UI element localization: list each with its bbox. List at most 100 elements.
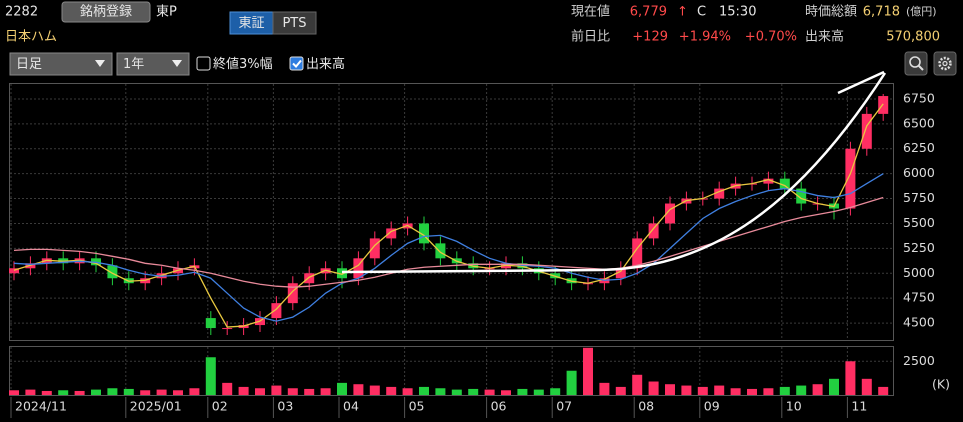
exchange-tab-label[interactable]: 東証 [238, 15, 264, 31]
volume-bar [369, 385, 380, 395]
y-tick-label: 5250 [903, 240, 935, 255]
volume-bar [156, 389, 167, 395]
volume-bar [763, 388, 774, 395]
volume-bar [730, 388, 741, 395]
volume-bar [779, 386, 790, 395]
candle-body [222, 328, 233, 330]
volume-label: 出来高 [805, 29, 844, 45]
volume-bar [304, 388, 315, 395]
price: 6,779 [630, 5, 667, 20]
volume-bar [845, 361, 856, 395]
y-tick-label: 4750 [903, 290, 935, 305]
change: +129 [632, 30, 668, 45]
x-tick-label: 2025/01 [130, 399, 182, 414]
plot: 4500 4750 5000 5250 5500 5750 6000 6250 6500 6750… [9, 84, 950, 418]
select-box[interactable] [116, 52, 190, 76]
volume-bar [255, 388, 265, 395]
select-arrow [95, 60, 105, 67]
volume-bar [665, 384, 675, 395]
volume-bar [91, 389, 101, 395]
volume-bar [714, 385, 725, 395]
price-arrow: ↑ [677, 5, 688, 20]
candle-body [779, 178, 790, 189]
x-tick-label: 2024/11 [15, 399, 67, 414]
candle-body [205, 318, 216, 329]
exchange-tab[interactable] [272, 11, 317, 35]
volume-bar [747, 388, 757, 395]
candle-body [763, 178, 774, 184]
register-button-label[interactable]: 銘柄登録 [80, 4, 132, 20]
controls: 日足 1年 終値3%幅 出来高 [9, 52, 345, 76]
volume-bar [222, 382, 233, 395]
volume-bar [386, 386, 397, 395]
volume-bar [501, 390, 511, 395]
settings-button[interactable] [933, 51, 957, 76]
volume-panel-frame [9, 346, 894, 396]
volume-bar [238, 386, 249, 395]
volume-bar [829, 378, 839, 395]
extra-pct: +0.70% [745, 30, 797, 45]
x-tick-label: 11 [851, 399, 867, 414]
x-tick-label: 09 [704, 399, 720, 414]
candle-body [287, 283, 298, 304]
volume-bar [25, 389, 36, 395]
candle-body [665, 203, 675, 224]
candle-body [107, 265, 118, 279]
volume-bar [353, 384, 364, 395]
candle-body [419, 223, 429, 244]
select-label[interactable]: 日足 [16, 57, 42, 72]
candle-body [632, 238, 643, 269]
volume-bar [189, 388, 200, 395]
checkbox[interactable] [289, 56, 304, 71]
select-arrow [172, 60, 182, 67]
y-tick-label: 4500 [903, 315, 935, 330]
volume-bar [599, 382, 610, 395]
volume-bar [271, 385, 282, 395]
volume-bar [402, 388, 413, 395]
checkbox[interactable] [196, 56, 211, 71]
market: 東P [156, 4, 177, 20]
volume-bar [287, 388, 298, 395]
volume-bar [796, 385, 807, 395]
candle-body [271, 303, 282, 319]
x-tick-label: 04 [343, 399, 359, 414]
volume-tick-label: 2500 [903, 353, 935, 368]
zoom-icon [909, 56, 921, 68]
volume-bar [468, 388, 479, 395]
y-tick-label: 5000 [903, 265, 935, 280]
volume-bar [451, 389, 462, 395]
price-panel-frame [9, 83, 894, 341]
volume-bar [58, 390, 69, 395]
volume-bar [74, 390, 85, 395]
volume-bar [812, 384, 823, 395]
exchange-tab-label[interactable]: PTS [282, 16, 306, 31]
x-tick-label: 08 [638, 399, 654, 414]
moving-average [13, 173, 884, 322]
volume-bar [615, 386, 626, 395]
select-box[interactable] [9, 52, 113, 76]
zoom-button[interactable] [904, 51, 928, 76]
trend-annotation [341, 72, 887, 274]
price-time: 15:30 [719, 5, 756, 20]
change-label: 前日比 [571, 29, 610, 45]
x-tick-label: 03 [277, 399, 293, 414]
candle-body [353, 258, 364, 279]
y-tick-label: 6250 [903, 140, 935, 155]
price-label: 現在値 [571, 4, 610, 20]
x-tick-label: 02 [212, 399, 228, 414]
register-button[interactable] [61, 1, 151, 23]
checkbox-label[interactable]: 終値3%幅 [213, 56, 273, 72]
zoom-icon-handle [918, 65, 924, 71]
volume-bar [205, 357, 216, 395]
select-label[interactable]: 1年 [123, 57, 144, 72]
change-pct: +1.94% [679, 30, 731, 45]
volume-bar [41, 390, 52, 395]
mcap-unit: (億円) [906, 5, 937, 18]
volume-bar [861, 378, 872, 395]
exchange-tabs: 東証 PTS [229, 11, 317, 35]
y-tick-label: 6500 [903, 115, 935, 130]
stock-code: 2282 [5, 5, 38, 20]
volume: 570,800 [886, 30, 940, 45]
checkbox-label[interactable]: 出来高 [306, 56, 345, 72]
